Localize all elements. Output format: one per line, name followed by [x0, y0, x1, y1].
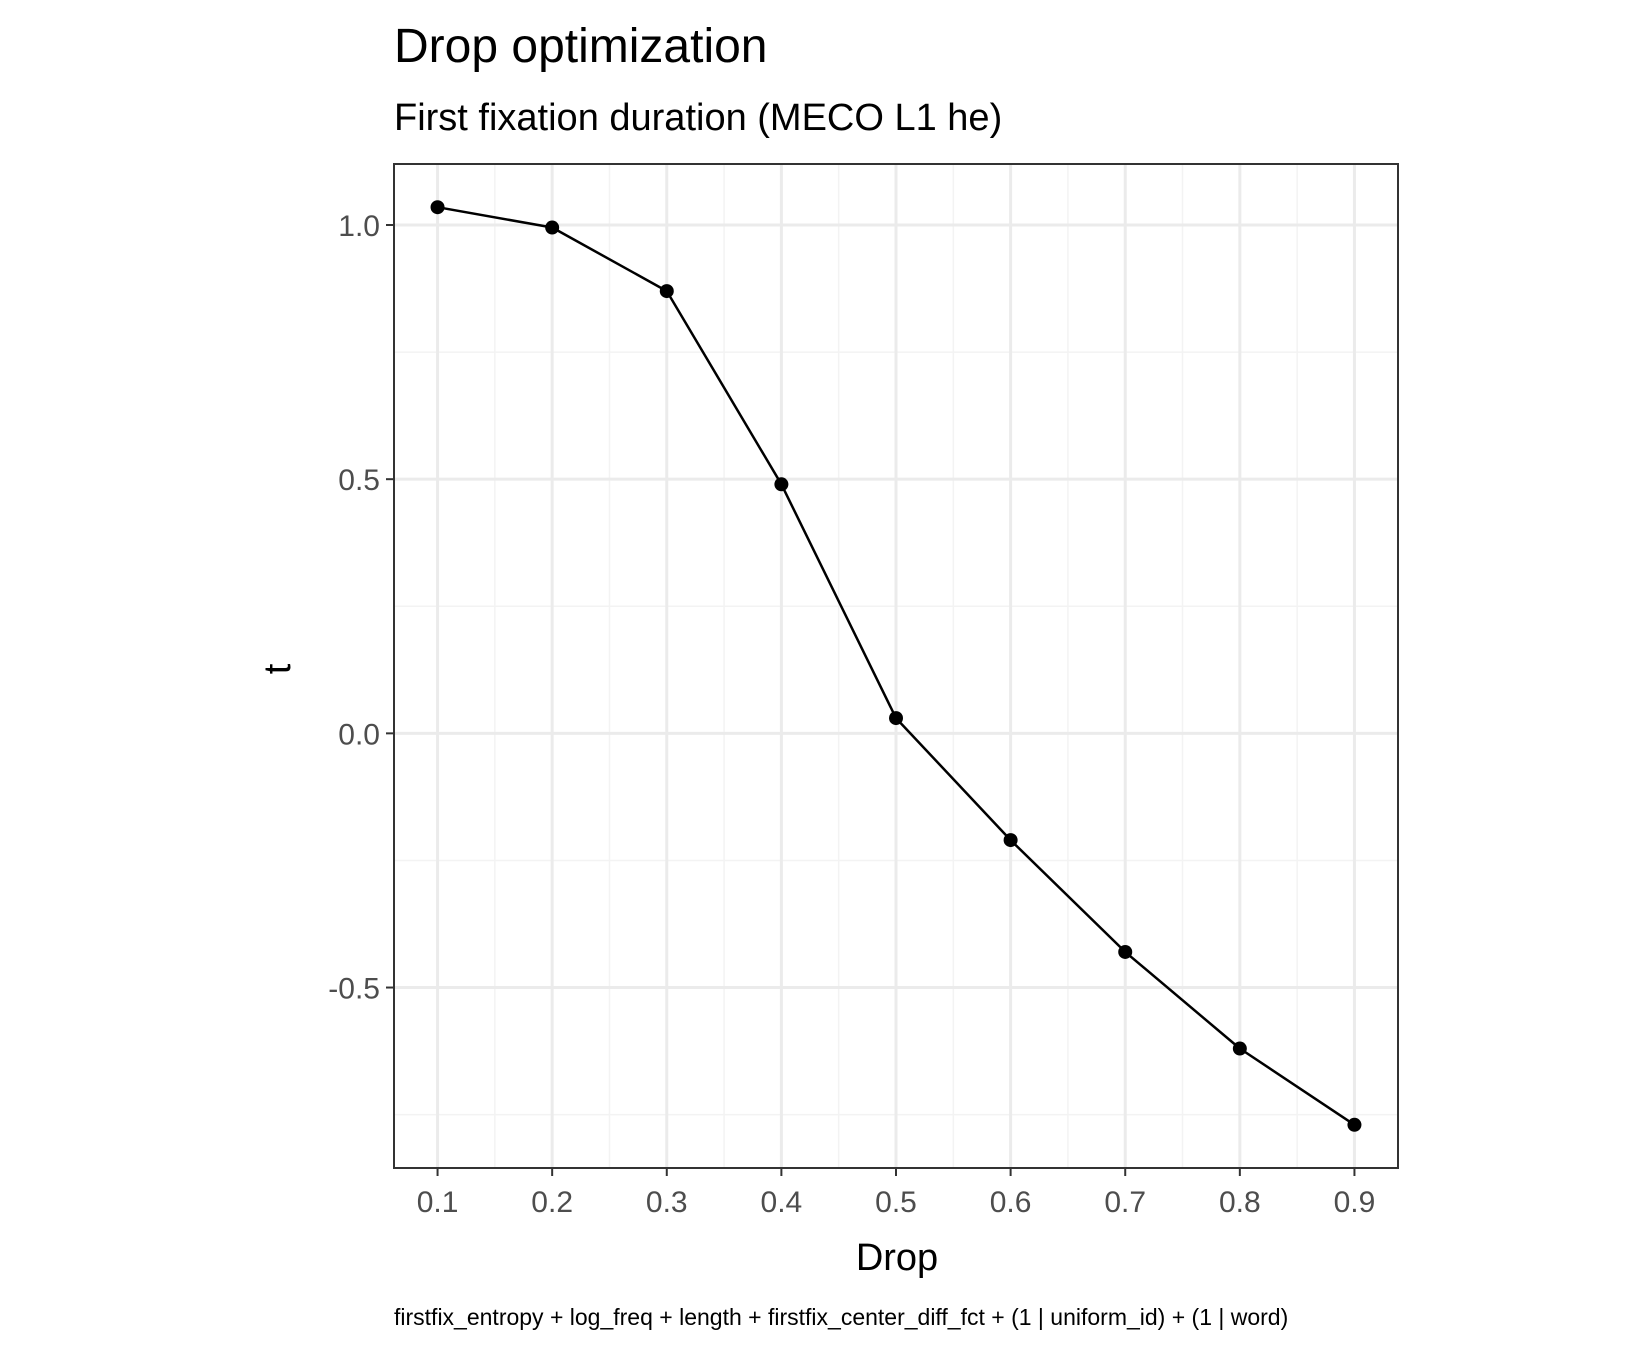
data-point: [430, 200, 445, 215]
data-point: [1003, 833, 1018, 848]
x-axis-title: Drop: [856, 1237, 938, 1279]
y-tick-label: 1.0: [338, 210, 380, 243]
y-tick-label: -0.5: [328, 973, 380, 1006]
x-tick-label: 0.4: [761, 1186, 803, 1219]
x-tick-label: 0.9: [1334, 1186, 1376, 1219]
plot-area: 0.1 0.2 0.3 0.4 0.5 0.6 0.7 0.8 0.9 1.0 0.5 0.0 -0.5: [328, 163, 1399, 1219]
x-tick-label: 0.2: [531, 1186, 573, 1219]
data-point: [889, 711, 903, 726]
data-point: [545, 220, 560, 235]
y-tick-label: 0.5: [338, 464, 380, 497]
x-tick-label: 0.7: [1104, 1186, 1146, 1219]
data-point: [1118, 944, 1133, 959]
chart-title: Drop optimization: [394, 20, 768, 73]
data-point: [1232, 1041, 1247, 1056]
y-tick-label: 0.0: [338, 718, 380, 751]
x-tick-label: 0.6: [990, 1186, 1032, 1219]
data-point: [659, 284, 674, 299]
data-point: [1347, 1117, 1362, 1132]
model-formula-caption: firstfix_entropy + log_freq + length + f…: [394, 1304, 1288, 1330]
y-axis-title: t: [257, 663, 299, 674]
x-tick-label: 0.1: [417, 1186, 459, 1219]
data-point: [774, 477, 789, 492]
x-tick-label: 0.8: [1219, 1186, 1261, 1219]
x-tick-label: 0.3: [646, 1186, 688, 1219]
chart-subtitle: First fixation duration (MECO L1 he): [394, 97, 1002, 139]
x-tick-label: 0.5: [875, 1186, 917, 1219]
